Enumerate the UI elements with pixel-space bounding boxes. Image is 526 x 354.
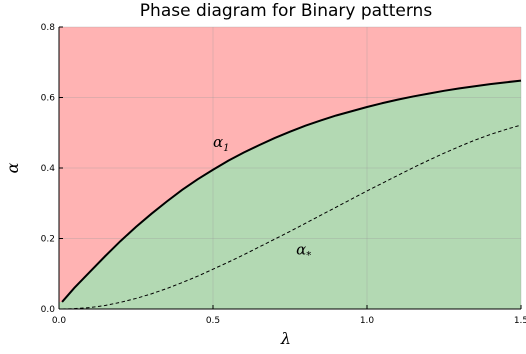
upper-phase-region — [59, 27, 521, 302]
y-axis-label: α — [3, 162, 22, 173]
alpha-star-curve — [62, 124, 522, 310]
alpha-1-curve — [61, 79, 522, 303]
phase-regions — [59, 27, 521, 309]
y-axis-ticks: 0.0 0.2 0.4 0.6 0.8 — [41, 23, 63, 315]
lower-phase-region — [59, 80, 521, 309]
chart-title: Phase diagram for Binary patterns — [140, 1, 433, 21]
alpha-star-label: α* — [296, 240, 311, 261]
y-tick-label: 0.6 — [41, 94, 56, 104]
y-tick-label: 0.8 — [41, 23, 56, 33]
alpha-1-label: α1 — [213, 133, 230, 154]
curve-annotations: α1 α* — [213, 133, 311, 262]
x-tick-label: 0.5 — [206, 316, 220, 326]
y-tick-label: 0.2 — [41, 235, 55, 245]
y-tick-label: 0.4 — [41, 164, 56, 174]
x-axis-ticks: 0.0 0.5 1.0 1.5 — [52, 305, 526, 326]
x-tick-label: 1.5 — [514, 316, 526, 326]
x-tick-label: 1.0 — [360, 316, 375, 326]
y-tick-label: 0.0 — [41, 305, 56, 315]
x-axis-label: λ — [280, 329, 291, 348]
x-tick-label: 0.0 — [52, 316, 67, 326]
phase-curves — [61, 79, 522, 310]
